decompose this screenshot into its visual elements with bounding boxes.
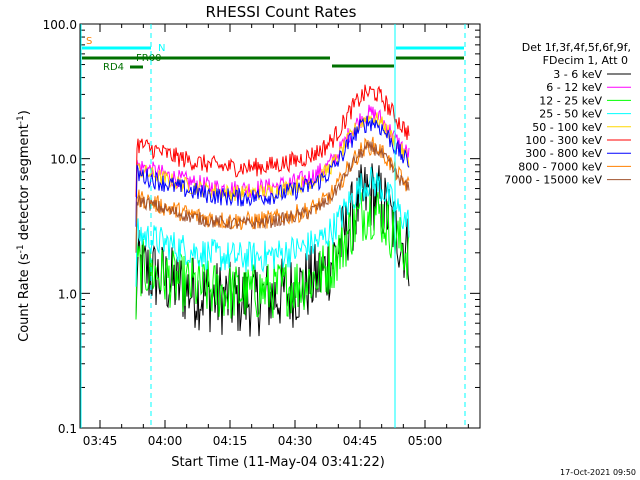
- y-tick-label: 10.0: [50, 153, 77, 167]
- x-axis-label: Start Time (11-May-04 03:41:22): [171, 455, 385, 470]
- series-line: [135, 166, 410, 287]
- y-axis-label: Count Rate (s-1 detector segment-1): [16, 110, 32, 342]
- y-tick-label: 1.0: [58, 287, 77, 301]
- series-line: [135, 115, 410, 227]
- y-ticks: 0.1 1.0 10.0 100.0: [43, 18, 480, 436]
- series-line: [135, 84, 410, 197]
- legend-label: 7000 - 15000 keV: [504, 174, 602, 187]
- flag-label: FR00: [136, 53, 161, 64]
- plot-frame: [79, 23, 481, 429]
- y-tick-label: 0.1: [58, 422, 77, 436]
- x-tick-label: 05:00: [408, 434, 443, 448]
- legend-header-1: Det 1f,3f,4f,5f,6f,9f,: [522, 41, 631, 54]
- legend-label: 6 - 12 keV: [546, 81, 602, 94]
- series-group: [135, 84, 410, 337]
- chart-title: RHESSI Count Rates: [206, 3, 357, 21]
- x-tick-label: 03:45: [83, 434, 118, 448]
- x-ticks: 03:45 04:00 04:15 04:30 04:45 05:00: [83, 24, 469, 448]
- y-tick-label: 100.0: [43, 18, 77, 32]
- series-line: [135, 141, 410, 253]
- legend-label: 800 - 7000 keV: [518, 160, 602, 173]
- x-tick-label: 04:45: [343, 434, 378, 448]
- legend-header-2: FDecim 1, Att 0: [543, 54, 628, 67]
- flag-label: N: [158, 43, 165, 54]
- legend-label: 3 - 6 keV: [553, 68, 602, 81]
- legend: Det 1f,3f,4f,5f,6f,9f, FDecim 1, Att 0 3…: [504, 41, 631, 187]
- legend-label: 50 - 100 keV: [532, 121, 602, 134]
- legend-label: 300 - 800 keV: [525, 147, 602, 160]
- x-tick-label: 04:30: [278, 434, 313, 448]
- x-tick-label: 04:15: [213, 434, 248, 448]
- legend-label: 100 - 300 keV: [525, 134, 602, 147]
- legend-label: 25 - 50 keV: [539, 108, 602, 121]
- timestamp: 17-Oct-2021 09:50: [560, 468, 636, 477]
- x-tick-label: 04:00: [148, 434, 183, 448]
- series-line: [135, 191, 410, 320]
- flag-label: RD4: [103, 62, 124, 73]
- attenuator-lines: [80, 24, 466, 428]
- flag-label: S: [86, 36, 92, 47]
- legend-label: 12 - 25 keV: [539, 94, 602, 107]
